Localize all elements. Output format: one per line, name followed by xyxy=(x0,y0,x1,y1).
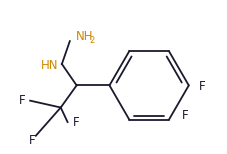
Text: HN: HN xyxy=(40,59,58,72)
Text: F: F xyxy=(29,134,36,147)
Text: F: F xyxy=(181,109,187,122)
Text: F: F xyxy=(19,94,25,107)
Text: F: F xyxy=(72,116,79,129)
Text: NH: NH xyxy=(75,30,93,43)
Text: 2: 2 xyxy=(89,36,95,45)
Text: F: F xyxy=(198,80,205,93)
